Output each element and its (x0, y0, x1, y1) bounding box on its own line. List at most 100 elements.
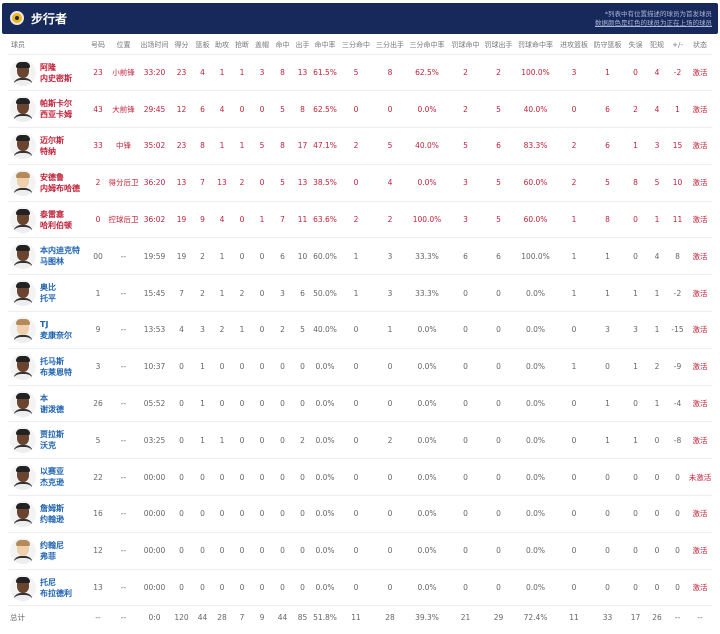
stat-cell: 4 (193, 54, 212, 92)
stat-cell: 0 (557, 385, 591, 423)
stat-cell: 0 (252, 532, 272, 570)
stat-cell: 0 (591, 458, 624, 497)
stat-cell: 00:00 (139, 458, 170, 497)
stat-cell: 50.0% (312, 274, 338, 313)
stat-cell: 2 (374, 201, 406, 239)
player-name[interactable]: 奥比 托平 (40, 283, 56, 304)
stat-cell: 11 (667, 201, 688, 239)
stat-cell: 0.0% (514, 421, 557, 460)
status-cell: 激活 (688, 127, 712, 165)
status-cell: 激活 (688, 90, 712, 129)
player-cell[interactable]: 奥比 托平 (8, 274, 88, 313)
stat-cell: 4 (212, 90, 232, 129)
player-cell[interactable]: 迈尔斯 特纳 (8, 127, 88, 165)
stat-cell: 3 (647, 127, 667, 165)
player-name[interactable]: 詹姆斯 约翰逊 (40, 504, 64, 525)
player-cell[interactable]: 贾拉斯 沃克 (8, 421, 88, 460)
player-name[interactable]: TJ 麦康奈尔 (40, 320, 72, 341)
stat-cell: 19 (170, 201, 193, 239)
player-cell[interactable]: TJ 麦康奈尔 (8, 311, 88, 349)
stat-cell: 10 (293, 237, 312, 276)
player-name[interactable]: 泰雷塞 哈利伯顿 (40, 209, 72, 230)
stat-cell: 0 (624, 458, 647, 497)
player-name[interactable]: 安德鲁 内姆布哈德 (40, 172, 80, 193)
player-name[interactable]: 迈尔斯 特纳 (40, 136, 64, 157)
stat-cell: 62.5% (312, 90, 338, 129)
status-cell: 激活 (688, 164, 712, 202)
total-stat-cell: 11 (569, 612, 579, 622)
player-name[interactable]: 本谢泼德 (40, 393, 64, 414)
player-name[interactable]: 帕斯卡尔 西亚卡姆 (40, 99, 72, 120)
stat-cell: 17 (293, 127, 312, 165)
player-name[interactable]: 托马斯 布莱恩特 (40, 356, 72, 377)
stat-cell: -9 (667, 348, 688, 386)
stat-cell: 1 (338, 237, 374, 276)
stat-cell: 7 (193, 164, 212, 202)
player-avatar (10, 206, 36, 233)
player-name[interactable]: 托尼 布拉德利 (40, 577, 72, 598)
player-name[interactable]: 约翰尼 弗菲 (40, 540, 64, 561)
stat-cell: -- (108, 458, 139, 497)
stat-cell: 1 (624, 274, 647, 313)
stat-cell: 0 (483, 532, 514, 570)
player-cell[interactable]: 安德鲁 内姆布哈德 (8, 164, 88, 202)
stat-cell: 0 (212, 348, 232, 386)
player-cell[interactable]: 本内迪克特 马图林 (8, 237, 88, 276)
stat-cell: 0 (448, 569, 483, 607)
player-cell[interactable]: 阿隆 内史密斯 (8, 54, 88, 92)
player-row: 安德鲁 内姆布哈德 2 得分后卫 36:20 13 7 13 2 0 5 13 38.5% 0 4 0.0% 3… (8, 164, 712, 202)
stat-cell: 0 (293, 385, 312, 423)
stat-cell: 0 (232, 201, 252, 239)
stat-cell: 33:20 (139, 54, 170, 92)
player-avatar (10, 317, 36, 344)
stat-cell: 1 (232, 311, 252, 349)
stat-cell: 6 (448, 237, 483, 276)
stat-cell: 0.0% (406, 311, 448, 349)
stat-cell: 4 (170, 311, 193, 349)
player-name[interactable]: 本内迪克特 马图林 (40, 246, 80, 267)
stat-cell: 3 (252, 54, 272, 92)
player-name[interactable]: 以赛亚 杰克逊 (40, 467, 64, 488)
stat-cell: 5 (483, 164, 514, 202)
stat-cell: 5 (374, 127, 406, 165)
stat-cell: 0 (624, 495, 647, 533)
stat-cell: 3 (448, 201, 483, 239)
stat-cell: 0 (624, 54, 647, 92)
status-cell: 激活 (688, 348, 712, 386)
player-cell[interactable]: 帕斯卡尔 西亚卡姆 (8, 90, 88, 129)
stat-cell: 33 (88, 127, 108, 165)
stat-cell: 5 (483, 90, 514, 129)
stat-cell: 0 (374, 569, 406, 607)
stat-cell: 1 (624, 127, 647, 165)
player-cell[interactable]: 詹姆斯 约翰逊 (8, 495, 88, 533)
stat-cell: 0.0% (514, 495, 557, 533)
player-avatar (10, 96, 36, 123)
player-cell[interactable]: 托尼 布拉德利 (8, 569, 88, 607)
total-stat-cell: 120 (174, 612, 189, 622)
player-name[interactable]: 贾拉斯 沃克 (40, 430, 64, 451)
stat-cell: 0.0% (406, 458, 448, 497)
player-name[interactable]: 阿隆 内史密斯 (40, 62, 72, 83)
player-cell[interactable]: 以赛亚 杰克逊 (8, 458, 88, 497)
stat-cell: 0 (591, 495, 624, 533)
player-cell[interactable]: 约翰尼 弗菲 (8, 532, 88, 570)
stat-cell: 0 (293, 458, 312, 497)
player-cell[interactable]: 托马斯 布莱恩特 (8, 348, 88, 386)
stat-cell: 0 (293, 348, 312, 386)
stat-cell: 15:45 (139, 274, 170, 313)
column-header: 失误 (624, 36, 647, 55)
player-cell[interactable]: 本谢泼德 (8, 385, 88, 423)
starter-note: *列表中有位置描述的球员为首发球员 (604, 10, 712, 18)
column-header: 三分出手 (374, 36, 406, 55)
player-row: 约翰尼 弗菲 12 -- 00:00 0 0 0 0 0 0 0 0.0% 0 0 0.0% 0 0 0.0% 0 0 0… (8, 532, 712, 570)
stat-cell: 0 (232, 532, 252, 570)
stat-cell: 8 (374, 54, 406, 92)
stat-cell: 5 (448, 127, 483, 165)
stat-cell: 83.3% (514, 127, 557, 165)
column-header: 篮板 (193, 36, 212, 55)
player-cell[interactable]: 泰雷塞 哈利伯顿 (8, 201, 88, 239)
stat-cell: 0 (170, 495, 193, 533)
stat-cell: 1 (591, 421, 624, 460)
stat-cell: 0.0% (514, 458, 557, 497)
stat-cell: 3 (591, 311, 624, 349)
